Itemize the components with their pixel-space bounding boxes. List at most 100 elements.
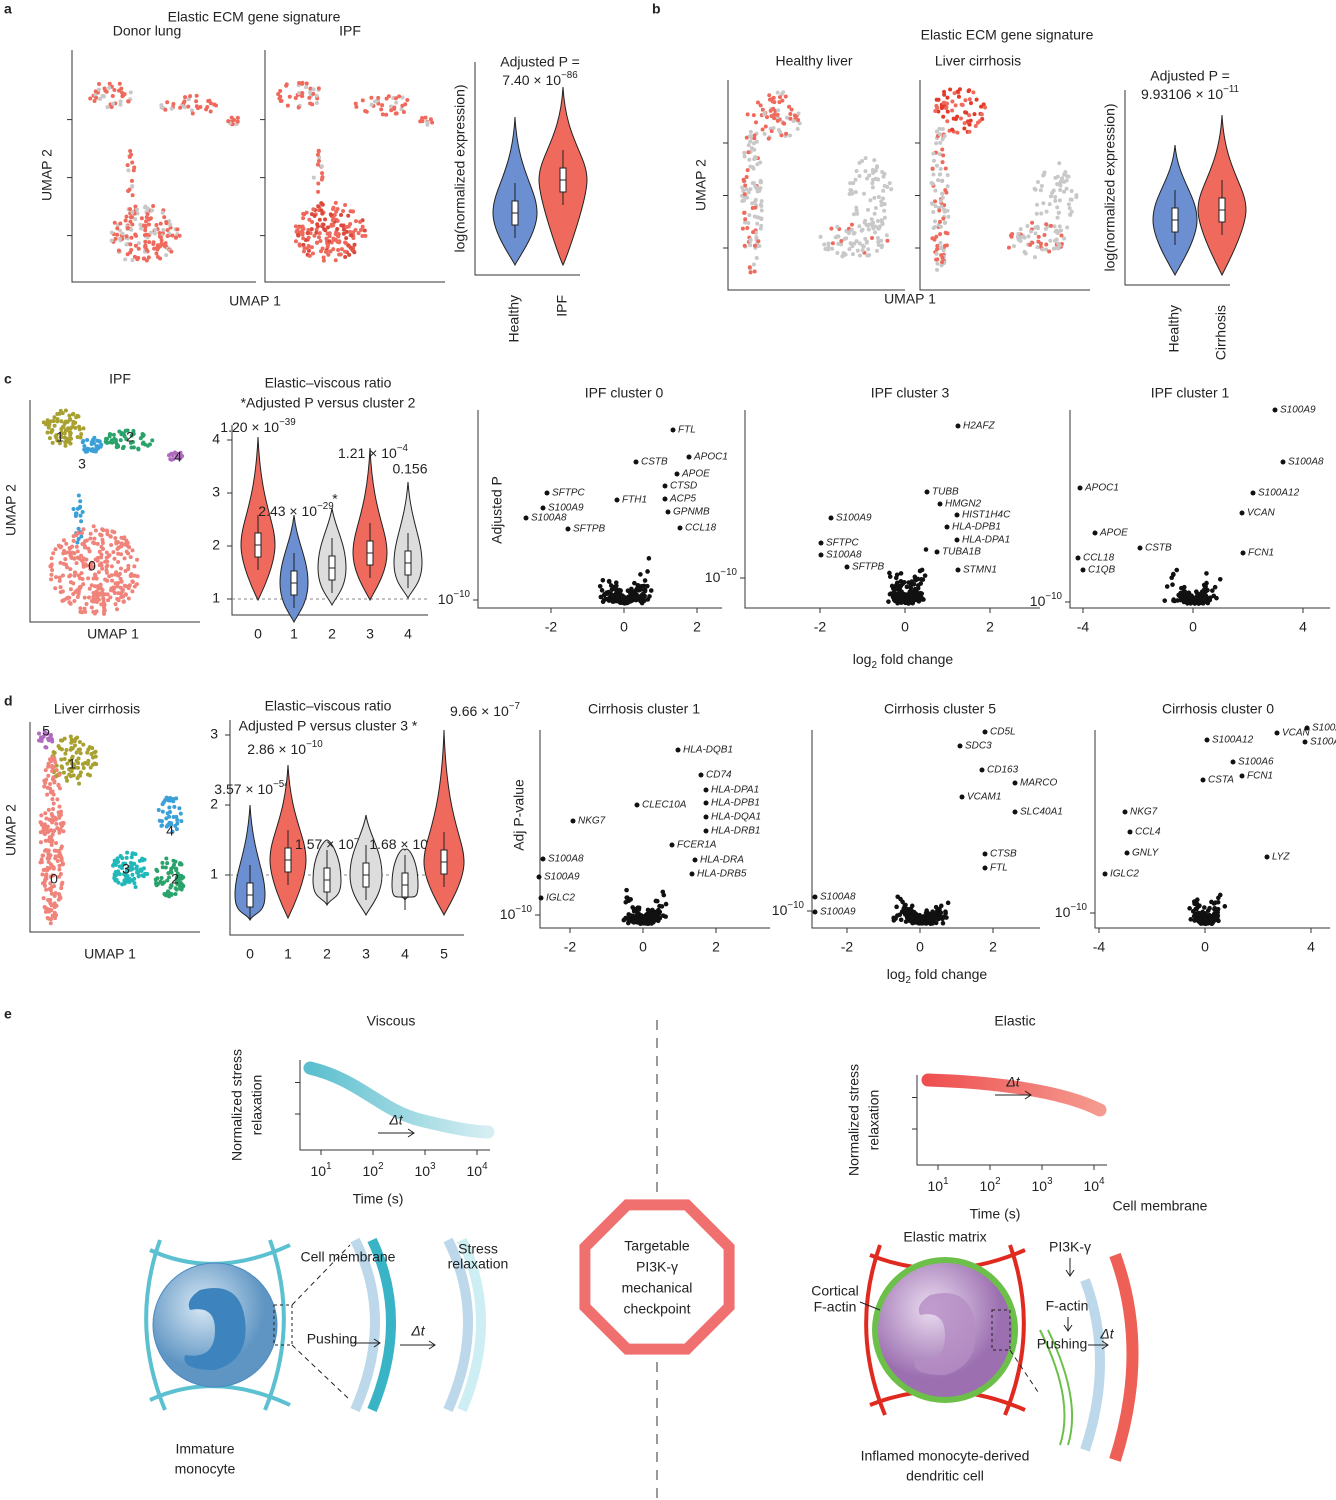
axis-title: log2 fold change	[853, 651, 954, 671]
cell-name: monocyte	[175, 1461, 236, 1477]
cell-dot	[882, 209, 886, 213]
gene-dot	[955, 538, 960, 543]
gene-dot	[894, 905, 899, 910]
gene-label: NKG7	[1130, 807, 1158, 818]
cell-dot	[842, 237, 846, 241]
cell-dot	[106, 105, 110, 109]
cell-dot	[68, 426, 72, 430]
cell-dot	[336, 248, 340, 252]
cell-dot	[81, 426, 85, 430]
cell-dot	[301, 236, 305, 240]
cell-dot	[759, 103, 763, 107]
cell-dot	[746, 112, 750, 116]
cell-dot	[55, 797, 59, 801]
cell-dot	[143, 228, 147, 232]
cell-dot	[103, 592, 107, 596]
cell-dot	[131, 580, 135, 584]
gene-label: S100A12	[1212, 735, 1254, 746]
category-label: 0	[246, 946, 254, 962]
cell-dot	[134, 885, 138, 889]
cell-dot	[764, 125, 768, 129]
gene-label: APOC1	[1084, 483, 1119, 494]
cell-dot	[125, 550, 129, 554]
cell-dot	[297, 81, 301, 85]
cell-dot	[307, 96, 311, 100]
cell-dot	[67, 414, 71, 418]
cell-dot	[855, 169, 859, 173]
cell-dot	[77, 590, 81, 594]
membrane	[355, 1240, 375, 1410]
checkpoint-text: checkpoint	[624, 1301, 691, 1317]
cell-dot	[401, 95, 405, 99]
cell-dot	[94, 528, 98, 532]
cell-dot	[305, 211, 309, 215]
cell-dot	[50, 769, 54, 773]
panel-letter: e	[4, 1006, 12, 1022]
cell-dot	[155, 876, 159, 880]
cell-dot	[831, 241, 835, 245]
cell-dot	[1044, 242, 1048, 246]
cell-dot	[743, 192, 747, 196]
cell-dot	[1056, 216, 1060, 220]
cell-dot	[108, 432, 112, 436]
cell-dot	[68, 573, 72, 577]
cell-dot	[848, 181, 852, 185]
cell-dot	[62, 538, 66, 542]
cell-dot	[760, 199, 764, 203]
gene-dot	[937, 907, 942, 912]
gene-dot	[607, 598, 612, 603]
cell-dot	[969, 101, 973, 105]
gene-dot	[660, 890, 665, 895]
cell-dot	[332, 206, 336, 210]
umap-title: Donor lung	[113, 23, 182, 39]
gene-dot	[1013, 781, 1018, 786]
cell-dot	[60, 881, 64, 885]
cell-dot	[54, 547, 58, 551]
cell-dot	[863, 221, 867, 225]
gene-dot	[892, 590, 897, 595]
cell-dot	[82, 444, 86, 448]
cell-dot	[49, 573, 53, 577]
cell-dot	[946, 110, 950, 114]
gene-dot	[1305, 726, 1310, 731]
cell-dot	[157, 808, 161, 812]
cell-dot	[119, 595, 123, 599]
gene-label: H2AFZ	[963, 421, 996, 432]
cell-dot	[132, 877, 136, 881]
axis-title: Adj P-value	[511, 779, 527, 851]
cell-dot	[47, 852, 51, 856]
cell-dot	[106, 598, 110, 602]
cell-dot	[315, 241, 319, 245]
gene-dot	[663, 484, 668, 489]
gene-dot	[898, 897, 903, 902]
cell-dot	[772, 96, 776, 100]
cell-dot	[127, 99, 131, 103]
cell-dot	[983, 106, 987, 110]
cell-dot	[70, 738, 74, 742]
gene-dot	[895, 572, 900, 577]
cell-dot	[178, 862, 182, 866]
cell-dot	[179, 819, 183, 823]
cell-dot	[1012, 244, 1016, 248]
gene-dot	[923, 916, 928, 921]
gene-dot	[1162, 598, 1167, 603]
gene-label: TUBB	[932, 487, 959, 498]
cell-dot	[64, 409, 68, 413]
gene-dot	[625, 895, 630, 900]
cell-dot	[389, 108, 393, 112]
cell-dot	[42, 779, 46, 783]
cell-dot	[279, 99, 283, 103]
text-part: −4	[397, 443, 409, 454]
cell-dot	[147, 240, 151, 244]
cell-dot	[178, 234, 182, 238]
cell-dot	[58, 805, 62, 809]
cell-dot	[50, 843, 54, 847]
cell-dot	[301, 232, 305, 236]
cell-dot	[872, 158, 876, 162]
cell-dot	[748, 265, 752, 269]
cell-dot	[153, 232, 157, 236]
gene-dot	[1123, 810, 1128, 815]
gene-dot	[1199, 921, 1204, 926]
gene-dot	[983, 852, 988, 857]
cell-dot	[195, 94, 199, 98]
